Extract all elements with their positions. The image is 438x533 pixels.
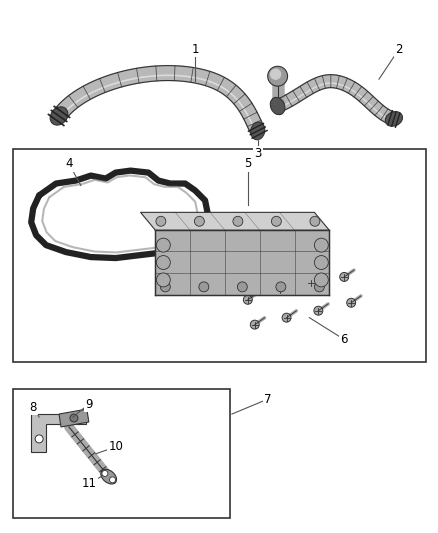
Circle shape xyxy=(276,282,286,292)
Circle shape xyxy=(62,415,70,423)
Text: 7: 7 xyxy=(264,393,272,406)
Circle shape xyxy=(110,477,116,483)
Bar xyxy=(13,149,426,362)
Circle shape xyxy=(199,282,209,292)
Circle shape xyxy=(340,272,349,281)
Polygon shape xyxy=(31,414,86,452)
Circle shape xyxy=(272,216,281,226)
Circle shape xyxy=(347,298,356,307)
Circle shape xyxy=(307,278,316,287)
Polygon shape xyxy=(59,409,89,427)
Circle shape xyxy=(250,320,259,329)
Ellipse shape xyxy=(101,470,117,484)
Text: 10: 10 xyxy=(108,440,123,454)
Ellipse shape xyxy=(50,107,68,125)
Circle shape xyxy=(314,273,328,287)
Polygon shape xyxy=(155,230,329,295)
Circle shape xyxy=(156,273,170,287)
Polygon shape xyxy=(275,75,396,125)
Polygon shape xyxy=(31,171,208,258)
Text: 2: 2 xyxy=(395,43,403,56)
Circle shape xyxy=(156,255,170,270)
Polygon shape xyxy=(53,66,265,134)
Circle shape xyxy=(237,282,247,292)
Text: 9: 9 xyxy=(85,398,92,410)
Ellipse shape xyxy=(251,122,265,140)
Circle shape xyxy=(70,414,78,422)
Polygon shape xyxy=(141,212,329,230)
Text: 1: 1 xyxy=(191,43,199,56)
Circle shape xyxy=(271,69,281,79)
Text: 8: 8 xyxy=(29,401,37,414)
Circle shape xyxy=(282,313,291,322)
Circle shape xyxy=(156,238,170,252)
Circle shape xyxy=(314,306,323,315)
Circle shape xyxy=(160,282,170,292)
Circle shape xyxy=(194,216,205,226)
Text: 4: 4 xyxy=(65,157,73,170)
Text: 6: 6 xyxy=(340,333,348,346)
Circle shape xyxy=(310,216,320,226)
Circle shape xyxy=(314,238,328,252)
Circle shape xyxy=(268,66,288,86)
Circle shape xyxy=(275,285,284,294)
Circle shape xyxy=(314,255,328,270)
Circle shape xyxy=(233,216,243,226)
Bar xyxy=(13,389,230,519)
Circle shape xyxy=(156,216,166,226)
Circle shape xyxy=(35,435,43,443)
Text: 11: 11 xyxy=(81,477,96,490)
Text: 3: 3 xyxy=(254,147,261,160)
Circle shape xyxy=(244,295,252,304)
Ellipse shape xyxy=(385,111,403,126)
Text: 5: 5 xyxy=(244,157,251,170)
Circle shape xyxy=(314,282,324,292)
Circle shape xyxy=(102,471,108,477)
Ellipse shape xyxy=(270,98,285,115)
